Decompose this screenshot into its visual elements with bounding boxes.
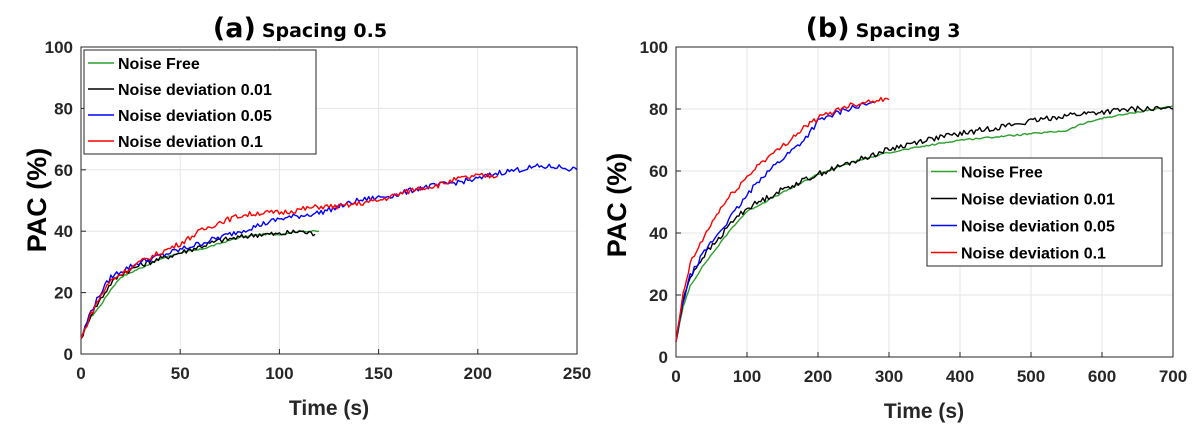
chart-a-ytick-label-2: 40 [54, 222, 73, 241]
chart-b-legend: Noise Free Noise deviation 0.01 Noise devi… [926, 157, 1163, 267]
chart-b-ytick-label-4: 80 [649, 100, 668, 119]
chart-b-ytick-label-5: 100 [640, 38, 668, 57]
chart-b-series-line-2 [675, 101, 876, 342]
chart-a-ytick-label-5: 100 [45, 38, 73, 57]
chart-b-ytick-label-2: 40 [649, 224, 668, 243]
chart-a-legend-label-3: Noise deviation 0.1 [118, 134, 263, 151]
chart-a-xtick-label-4: 200 [464, 364, 492, 383]
chart-a-title-sub: Spacing 0.5 [262, 20, 387, 42]
chart-a-legend-label-0: Noise Free [118, 56, 200, 73]
chart-b-xtick-label-1: 100 [733, 367, 761, 386]
chart-a-xtick-label-0: 0 [76, 364, 85, 383]
chart-b-legend-label-1: Noise deviation 0.01 [961, 192, 1115, 209]
chart-b-axes-box [675, 46, 1174, 358]
chart-a-xtick-label-5: 250 [563, 364, 591, 383]
chart-a-xtick-label-3: 150 [364, 364, 392, 383]
chart-b-ytick-label-3: 60 [649, 162, 668, 181]
chart-b-title-main: (b) [806, 13, 850, 44]
chart-a-legend: Noise Free Noise deviation 0.01 Noise devi… [83, 49, 317, 155]
chart-b: 0 100 200 300 400 500 600 700 0 20 40 60 80 100 (b) Spa… [602, 13, 1187, 423]
chart-a-legend-label-1: Noise deviation 0.01 [118, 82, 272, 99]
chart-b-title-sub: Spacing 3 [856, 20, 961, 42]
chart-a-legend-label-2: Noise deviation 0.05 [118, 108, 272, 125]
chart-b-series-line-0 [675, 105, 1174, 342]
chart-a-legend-box [83, 49, 317, 155]
chart-b-xlabel: Time (s) [884, 400, 964, 423]
chart-b-title: (b) Spacing 3 [806, 13, 961, 44]
chart-b-xtick-label-3: 300 [875, 367, 903, 386]
chart-a-xlabel: Time (s) [289, 397, 369, 420]
chart-a-ytick-label-1: 20 [54, 284, 73, 303]
chart-b-xtick-label-6: 600 [1088, 367, 1116, 386]
chart-b-ylabel: PAC (%) [602, 153, 632, 258]
chart-b-legend-box [926, 157, 1163, 267]
chart-b-xtick-label-7: 700 [1159, 367, 1187, 386]
chart-b-ytick-label-0: 0 [659, 348, 668, 367]
chart-a-axes-box [80, 46, 578, 355]
chart-a-xtick-label-1: 50 [171, 364, 190, 383]
chart-a-series-line-3 [80, 172, 498, 339]
chart-b-xtick-label-5: 500 [1017, 367, 1045, 386]
chart-a-ylabel: PAC (%) [22, 148, 52, 253]
chart-a: 0 50 100 150 200 250 0 20 40 60 80 100 (a) Spacing 0.… [22, 13, 591, 420]
chart-b-legend-label-3: Noise deviation 0.1 [961, 246, 1106, 263]
chart-a-title: (a) Spacing 0.5 [213, 13, 387, 44]
chart-b-legend-label-0: Noise Free [961, 165, 1043, 182]
chart-a-ytick-label-4: 80 [54, 99, 73, 118]
chart-a-xtick-label-2: 100 [265, 364, 293, 383]
chart-a-series-line-0 [80, 229, 320, 339]
chart-b-xtick-label-4: 400 [946, 367, 974, 386]
chart-b-series-line-1 [675, 105, 1174, 342]
chart-a-ytick-label-3: 60 [54, 161, 73, 180]
chart-a-title-main: (a) [213, 13, 256, 44]
chart-b-xtick-label-2: 200 [804, 367, 832, 386]
chart-b-xtick-label-0: 0 [671, 367, 680, 386]
chart-b-legend-label-2: Noise deviation 0.05 [961, 219, 1115, 236]
chart-b-series-line-3 [675, 96, 890, 342]
chart-b-ytick-label-1: 20 [649, 286, 668, 305]
chart-a-ytick-label-0: 0 [64, 345, 73, 364]
